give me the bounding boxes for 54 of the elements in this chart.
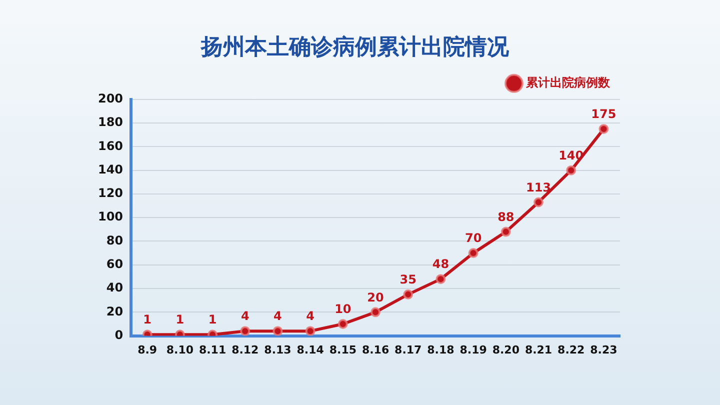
data-label: 48	[432, 257, 450, 272]
y-tick-label: 160	[98, 138, 124, 153]
point	[468, 248, 478, 258]
y-tick-label: 200	[98, 92, 124, 106]
y-tick-label: 60	[106, 257, 124, 272]
x-tick-label: 8.13	[264, 343, 292, 356]
data-label: 88	[498, 210, 514, 224]
y-tick-label: 80	[106, 233, 124, 248]
x-tick-label: 8.21	[524, 343, 552, 356]
y-tick-label: 20	[106, 304, 124, 318]
data-label: 70	[464, 231, 482, 246]
chart-title: 扬州本土确诊病例累计出院情况	[200, 34, 510, 60]
data-label: 10	[334, 302, 352, 316]
x-tick-label: 8.22	[558, 343, 585, 356]
x-tick-label: 8.23	[590, 343, 618, 356]
point	[338, 318, 348, 329]
y-tick-label: 120	[98, 186, 124, 200]
point	[500, 226, 511, 237]
point	[436, 274, 446, 284]
data-label: 20	[367, 290, 384, 304]
x-tick-label: 8.16	[362, 343, 390, 356]
data-label: 4	[274, 309, 282, 324]
y-tick-label: 40	[106, 280, 124, 295]
y-tick-label: 0	[114, 328, 124, 342]
y-tick-label: 180	[98, 115, 124, 130]
data-label: 35	[400, 272, 416, 287]
data-label: 1	[143, 312, 152, 327]
point	[370, 307, 381, 318]
data-label: 1	[176, 312, 184, 327]
point	[272, 326, 283, 336]
x-tick-label: 8.17	[394, 343, 422, 356]
x-tick-label: 8.20	[492, 343, 520, 356]
x-tick-label: 8.12	[232, 343, 259, 356]
y-tick-label: 100	[98, 210, 124, 224]
y-tick-label: 140	[98, 162, 124, 176]
data-label: 113	[526, 180, 552, 194]
legend-label: 累计出院病例数	[525, 76, 611, 90]
x-tick-label: 8.11	[198, 343, 226, 356]
point	[403, 289, 414, 300]
x-tick-label: 8.18	[427, 343, 454, 356]
data-label: 4	[306, 309, 315, 324]
point	[240, 326, 250, 336]
x-tick-label: 8.10	[166, 343, 194, 356]
data-label: 175	[591, 107, 616, 122]
data-label: 1	[208, 312, 217, 327]
point	[534, 197, 544, 208]
x-tick-label: 8.19	[460, 343, 487, 356]
point	[305, 326, 316, 336]
x-tick-label: 8.9	[138, 343, 158, 356]
data-label: 4	[240, 309, 250, 324]
x-tick-label: 8.15	[329, 343, 356, 356]
x-tick-label: 8.14	[296, 343, 324, 356]
point	[598, 124, 609, 134]
point	[566, 165, 576, 176]
